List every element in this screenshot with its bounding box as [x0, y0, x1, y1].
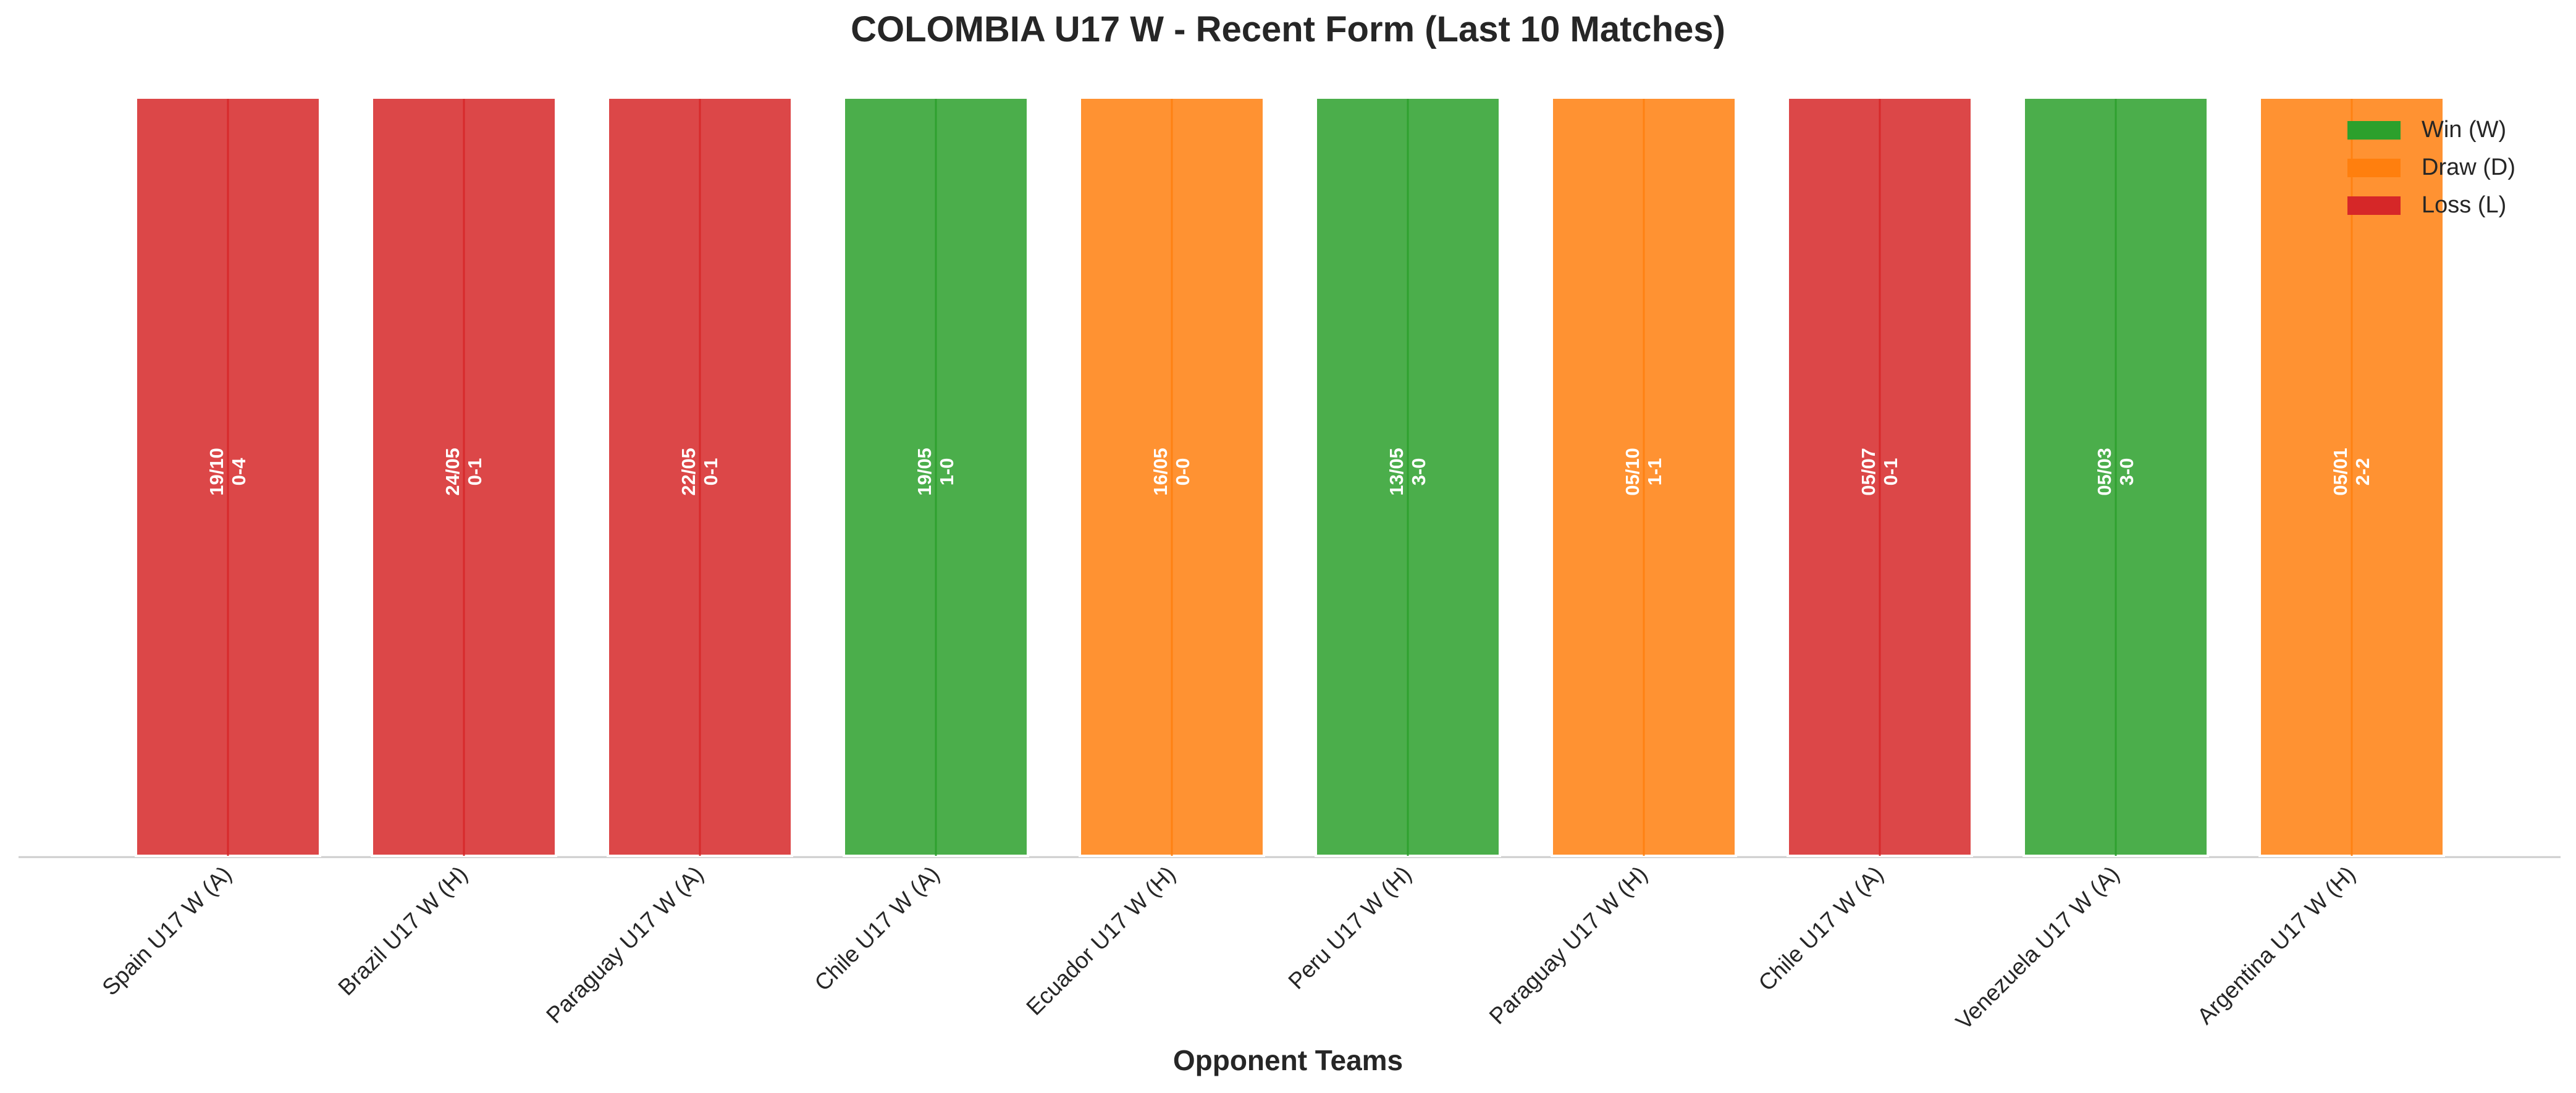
- x-tick-label-5: Ecuador U17 W (H): [1021, 861, 1180, 1020]
- bar-date-4: 19/05: [914, 448, 935, 496]
- x-tick-label-4: Chile U17 W (A): [810, 861, 945, 996]
- bar-score-6: 3-0: [1408, 458, 1429, 486]
- x-tick-label-3: Paraguay U17 W (A): [541, 861, 708, 1028]
- x-tick-label-8: Chile U17 W (A): [1754, 861, 1888, 996]
- chart-title: COLOMBIA U17 W - Recent Form (Last 10 Ma…: [851, 9, 1725, 49]
- bar-score-1: 0-4: [228, 458, 250, 486]
- bar-score-7: 1-1: [1644, 458, 1665, 486]
- legend-label-draw: Draw (D): [2422, 154, 2515, 180]
- bar-label-5: 16/050-0: [1150, 448, 1193, 496]
- bar-date-2: 24/05: [442, 448, 463, 496]
- bar-label-8: 05/070-1: [1858, 448, 1901, 496]
- bar-score-4: 1-0: [936, 458, 958, 486]
- legend-swatch-win: [2347, 120, 2401, 140]
- legend-item-loss: Loss (L): [2347, 186, 2557, 224]
- bar-label-4: 19/051-0: [914, 448, 958, 496]
- x-tick-label-1: Spain U17 W (A): [97, 861, 236, 1000]
- bar-label-6: 13/053-0: [1386, 448, 1429, 496]
- x-tick-label-2: Brazil U17 W (H): [333, 861, 472, 1000]
- bar-date-3: 22/05: [678, 448, 699, 496]
- bar-label-2: 24/050-1: [442, 448, 486, 496]
- bar-date-7: 05/10: [1622, 448, 1643, 496]
- legend-swatch-loss: [2347, 196, 2401, 215]
- bar-score-8: 0-1: [1880, 458, 1901, 486]
- bar-label-7: 05/101-1: [1622, 448, 1665, 496]
- bar-date-6: 13/05: [1386, 448, 1407, 496]
- bar-date-1: 19/10: [206, 448, 227, 496]
- legend-label-win: Win (W): [2422, 117, 2507, 143]
- bar-label-10: 05/012-2: [2330, 448, 2373, 496]
- bar-score-9: 3-0: [2116, 458, 2137, 486]
- bar-label-1: 19/100-4: [206, 448, 250, 496]
- bar-score-10: 2-2: [2352, 458, 2373, 486]
- bar-label-3: 22/050-1: [678, 448, 722, 496]
- legend-swatch-draw: [2347, 158, 2401, 177]
- bar-label-9: 05/033-0: [2094, 448, 2137, 496]
- legend-item-win: Win (W): [2347, 111, 2557, 149]
- legend-item-draw: Draw (D): [2347, 149, 2557, 186]
- bar-score-3: 0-1: [700, 458, 722, 486]
- x-tick-label-6: Peru U17 W (H): [1284, 861, 1416, 994]
- x-tick-label-7: Paraguay U17 W (H): [1484, 861, 1652, 1029]
- bar-date-10: 05/01: [2330, 448, 2351, 496]
- bar-date-8: 05/07: [1858, 448, 1879, 496]
- bar-date-5: 16/05: [1150, 448, 1171, 496]
- x-tick-label-10: Argentina U17 W (H): [2192, 861, 2360, 1029]
- legend: Win (W) Draw (D) Loss (L): [2347, 111, 2557, 224]
- bar-date-9: 05/03: [2094, 448, 2115, 496]
- x-tick-label-9: Venezuela U17 W (A): [1951, 861, 2124, 1035]
- legend-label-loss: Loss (L): [2422, 192, 2507, 218]
- bar-score-5: 0-0: [1172, 458, 1193, 486]
- bar-score-2: 0-1: [464, 458, 486, 486]
- x-axis-label: Opponent Teams: [1172, 1044, 1404, 1076]
